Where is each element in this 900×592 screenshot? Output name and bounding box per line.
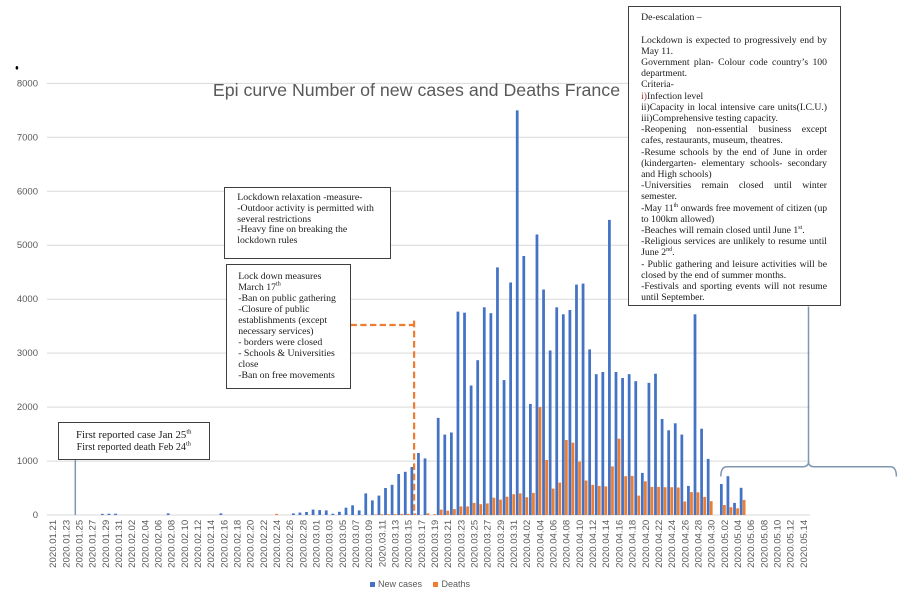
svg-text:2020.03.29: 2020.03.29 bbox=[496, 520, 507, 568]
svg-text:2020.04.02: 2020.04.02 bbox=[522, 520, 533, 568]
svg-text:1000: 1000 bbox=[17, 456, 38, 467]
svg-text:2020.05.10: 2020.05.10 bbox=[773, 520, 784, 568]
svg-text:2020.02.04: 2020.02.04 bbox=[140, 519, 151, 568]
svg-text:2020.03.01: 2020.03.01 bbox=[312, 520, 323, 568]
svg-text:2020.02.06: 2020.02.06 bbox=[154, 520, 165, 568]
svg-text:2020.04.20: 2020.04.20 bbox=[641, 520, 652, 568]
svg-text:2020.02.08: 2020.02.08 bbox=[167, 520, 178, 568]
svg-text:2020.03.21: 2020.03.21 bbox=[443, 520, 454, 568]
svg-text:2020.05.04: 2020.05.04 bbox=[733, 519, 744, 568]
svg-text:2020.03.15: 2020.03.15 bbox=[404, 520, 415, 568]
svg-text:2020.02.28: 2020.02.28 bbox=[298, 520, 309, 568]
svg-text:2020.03.25: 2020.03.25 bbox=[470, 520, 481, 568]
svg-text:7000: 7000 bbox=[17, 132, 38, 143]
svg-text:2020.03.11: 2020.03.11 bbox=[377, 520, 388, 567]
svg-text:2020.03.31: 2020.03.31 bbox=[509, 520, 520, 568]
svg-text:6000: 6000 bbox=[17, 186, 38, 197]
svg-text:2020.03.23: 2020.03.23 bbox=[456, 520, 467, 568]
svg-text:3000: 3000 bbox=[17, 348, 38, 359]
svg-text:2020.05.06: 2020.05.06 bbox=[746, 520, 757, 568]
svg-text:2020.04.08: 2020.04.08 bbox=[562, 520, 573, 568]
svg-text:2020.02.20: 2020.02.20 bbox=[246, 520, 257, 568]
svg-text:2020.05.08: 2020.05.08 bbox=[759, 520, 770, 568]
svg-text:2020.01.29: 2020.01.29 bbox=[101, 520, 112, 568]
svg-text:2020.05.12: 2020.05.12 bbox=[786, 520, 797, 568]
svg-text:2020.03.05: 2020.03.05 bbox=[338, 520, 349, 568]
svg-text:2020.04.26: 2020.04.26 bbox=[680, 520, 691, 568]
svg-text:2020.04.06: 2020.04.06 bbox=[549, 520, 560, 568]
svg-text:0: 0 bbox=[33, 510, 38, 521]
svg-text:8000: 8000 bbox=[17, 78, 38, 89]
svg-text:2020.04.12: 2020.04.12 bbox=[588, 520, 599, 568]
svg-text:2020.03.19: 2020.03.19 bbox=[430, 520, 441, 568]
svg-text:2020.04.14: 2020.04.14 bbox=[601, 519, 612, 568]
svg-text:2020.03.13: 2020.03.13 bbox=[391, 520, 402, 568]
svg-text:2020.02.24: 2020.02.24 bbox=[272, 519, 283, 568]
svg-text:2020.04.24: 2020.04.24 bbox=[667, 519, 678, 568]
svg-text:2000: 2000 bbox=[17, 402, 38, 413]
svg-text:2020.02.02: 2020.02.02 bbox=[127, 520, 138, 568]
svg-text:2020.04.18: 2020.04.18 bbox=[628, 520, 639, 568]
svg-text:2020.01.21: 2020.01.21 bbox=[48, 520, 59, 568]
svg-text:5000: 5000 bbox=[17, 240, 38, 251]
svg-text:2020.02.18: 2020.02.18 bbox=[233, 520, 244, 568]
svg-text:2020.03.03: 2020.03.03 bbox=[325, 520, 336, 568]
svg-text:2020.04.30: 2020.04.30 bbox=[707, 520, 718, 568]
svg-text:2020.03.09: 2020.03.09 bbox=[364, 520, 375, 568]
svg-text:2020.05.14: 2020.05.14 bbox=[799, 519, 810, 568]
svg-text:2020.01.31: 2020.01.31 bbox=[114, 520, 125, 568]
svg-text:2020.02.22: 2020.02.22 bbox=[259, 520, 270, 568]
svg-text:2020.01.23: 2020.01.23 bbox=[61, 520, 72, 568]
svg-text:2020.04.16: 2020.04.16 bbox=[614, 520, 625, 568]
svg-text:2020.01.25: 2020.01.25 bbox=[74, 520, 85, 568]
svg-text:2020.02.10: 2020.02.10 bbox=[180, 520, 191, 568]
svg-text:2020.03.27: 2020.03.27 bbox=[483, 520, 494, 568]
svg-text:2020.01.27: 2020.01.27 bbox=[88, 520, 99, 568]
svg-text:2020.03.07: 2020.03.07 bbox=[351, 520, 362, 568]
svg-text:2020.04.28: 2020.04.28 bbox=[693, 520, 704, 568]
svg-text:4000: 4000 bbox=[17, 294, 38, 305]
svg-text:2020.04.22: 2020.04.22 bbox=[654, 520, 665, 568]
svg-text:2020.02.14: 2020.02.14 bbox=[206, 519, 217, 568]
svg-text:2020.02.26: 2020.02.26 bbox=[285, 520, 296, 568]
svg-text:2020.02.16: 2020.02.16 bbox=[219, 520, 230, 568]
svg-text:2020.05.02: 2020.05.02 bbox=[720, 520, 731, 568]
svg-text:2020.03.17: 2020.03.17 bbox=[417, 520, 428, 568]
svg-text:2020.04.04: 2020.04.04 bbox=[535, 519, 546, 568]
svg-text:2020.04.10: 2020.04.10 bbox=[575, 520, 586, 568]
svg-text:2020.02.12: 2020.02.12 bbox=[193, 520, 204, 568]
